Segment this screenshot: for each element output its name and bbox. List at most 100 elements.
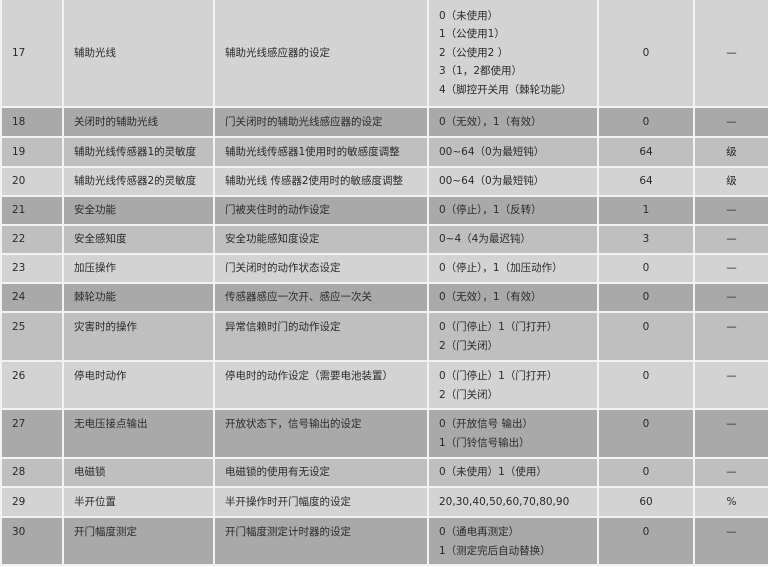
table-row: 23 加压操作 门关闭时的动作状态设定 0（停止），1（加压动作） 0— bbox=[0, 253, 768, 284]
range-option: 20,30,40,50,60,70,80,90 bbox=[439, 495, 570, 508]
parameter-description: 门关闭时的辅助光线感应器的设定 bbox=[213, 106, 429, 138]
row-number: 30 bbox=[0, 516, 64, 566]
range-option: 0（门停止）1（门打开） bbox=[439, 321, 558, 333]
parameter-name: 关闭时的辅助光线 bbox=[62, 106, 215, 138]
range-option: 00~64（0为最短钝） bbox=[439, 175, 545, 188]
range-option: 3（1，2都使用） bbox=[439, 65, 523, 78]
parameter-range: 0（门停止）1（门打开） 2（门关闭） bbox=[427, 311, 599, 362]
unit: — bbox=[693, 282, 768, 313]
table-row: 17 辅助光线 辅助光线感应器的设定 0（未使用） 1（公使用1） 2（公使用2 ） 3（1… bbox=[0, 0, 768, 108]
parameter-range: 20,30,40,50,60,70,80,90 bbox=[427, 486, 599, 518]
row-number: 22 bbox=[0, 224, 64, 255]
table-row: 29 半开位置 半开操作时开门幅度的设定 20,30,40,50,60,70,80,9… bbox=[0, 486, 768, 518]
parameter-description: 辅助光线传感器1使用时的敏感度调整 bbox=[213, 136, 429, 168]
parameter-name: 开门幅度测定 bbox=[62, 516, 215, 566]
parameter-range: 0（无效），1（有效） bbox=[427, 282, 599, 313]
unit: 级 bbox=[693, 166, 768, 197]
range-option: 0（门停止）1（门打开） bbox=[439, 370, 558, 382]
parameter-description: 开放状态下，信号输出的设定 bbox=[213, 408, 429, 459]
row-number: 24 bbox=[0, 282, 64, 313]
table-row: 20 辅助光线传感器2的灵敏度 辅助光线 传感器2使用时的敏感度调整 00~64（0为… bbox=[0, 166, 768, 197]
row-number: 23 bbox=[0, 253, 64, 284]
row-number: 18 bbox=[0, 106, 64, 138]
default-value: 1 bbox=[597, 195, 695, 226]
unit: — bbox=[693, 106, 768, 138]
parameter-range: 0（无效），1（有效） bbox=[427, 106, 599, 138]
parameter-description: 半开操作时开门幅度的设定 bbox=[213, 486, 429, 518]
parameter-range: 0（停止），1（反转） bbox=[427, 195, 599, 226]
row-number: 27 bbox=[0, 408, 64, 459]
range-option: 0（无效），1（有效） bbox=[439, 115, 542, 128]
row-number: 19 bbox=[0, 136, 64, 168]
parameter-description: 传感器感应一次开、感应一次关 bbox=[213, 282, 429, 313]
parameter-range: 0（未使用） 1（公使用1） 2（公使用2 ） 3（1，2都使用） 4（脚控开关用（棘轮… bbox=[427, 0, 599, 108]
parameter-description: 门关闭时的动作状态设定 bbox=[213, 253, 429, 284]
row-number: 21 bbox=[0, 195, 64, 226]
parameter-description: 安全功能感知度设定 bbox=[213, 224, 429, 255]
range-option: 00~64（0为最短钝） bbox=[439, 145, 545, 158]
unit: — bbox=[693, 224, 768, 255]
table-row: 28 电磁锁 电磁锁的使用有无设定 0（未使用）1（使用） 0— bbox=[0, 457, 768, 488]
parameter-name: 辅助光线传感器1的灵敏度 bbox=[62, 136, 215, 168]
range-option: 1（测定完后自动替换） bbox=[439, 544, 551, 557]
range-option: 0（停止），1（反转） bbox=[439, 204, 542, 217]
table-row: 26 停电时动作 停电时的动作设定（需要电池装置） 0（门停止）1（门打开） 2（门关闭… bbox=[0, 360, 768, 410]
range-option: 0~4（4为最迟钝） bbox=[439, 233, 531, 246]
range-option: 0（开放信号 输出） bbox=[439, 418, 534, 430]
parameter-description: 门被夹住时的动作设定 bbox=[213, 195, 429, 226]
range-option: 2（门关闭） bbox=[439, 339, 499, 352]
parameter-description: 电磁锁的使用有无设定 bbox=[213, 457, 429, 488]
parameter-name: 辅助光线 bbox=[62, 0, 215, 108]
parameter-name: 停电时动作 bbox=[62, 360, 215, 410]
unit: — bbox=[693, 311, 768, 362]
default-value: 0 bbox=[597, 516, 695, 566]
range-option: 4（脚控开关用（棘轮功能） bbox=[439, 83, 572, 96]
unit: % bbox=[693, 486, 768, 518]
range-option: 2（公使用2 ） bbox=[439, 46, 509, 59]
parameter-name: 棘轮功能 bbox=[62, 282, 215, 313]
unit: — bbox=[693, 360, 768, 410]
parameter-description: 开门幅度测定计时器的设定 bbox=[213, 516, 429, 566]
parameter-range: 00~64（0为最短钝） bbox=[427, 136, 599, 168]
range-option: 0（未使用） bbox=[439, 9, 499, 22]
default-value: 0 bbox=[597, 360, 695, 410]
parameter-range: 0（未使用）1（使用） bbox=[427, 457, 599, 488]
default-value: 64 bbox=[597, 136, 695, 168]
range-option: 1（公使用1） bbox=[439, 28, 505, 41]
default-value: 0 bbox=[597, 457, 695, 488]
table-row: 25 灾害时的操作 异常信赖时门的动作设定 0（门停止）1（门打开） 2（门关闭） 0— bbox=[0, 311, 768, 362]
row-number: 26 bbox=[0, 360, 64, 410]
table-row: 27 无电压接点输出 开放状态下，信号输出的设定 0（开放信号 输出） 1（门铃信号输出… bbox=[0, 408, 768, 459]
default-value: 0 bbox=[597, 0, 695, 108]
parameter-name: 加压操作 bbox=[62, 253, 215, 284]
row-number: 29 bbox=[0, 486, 64, 518]
range-option: 1（门铃信号输出） bbox=[439, 436, 530, 449]
parameter-description: 异常信赖时门的动作设定 bbox=[213, 311, 429, 362]
parameter-name: 安全功能 bbox=[62, 195, 215, 226]
parameter-range: 0（开放信号 输出） 1（门铃信号输出） bbox=[427, 408, 599, 459]
parameter-range: 0（通电再测定） 1（测定完后自动替换） bbox=[427, 516, 599, 566]
parameter-name: 灾害时的操作 bbox=[62, 311, 215, 362]
table-row: 30 开门幅度测定 开门幅度测定计时器的设定 0（通电再测定） 1（测定完后自动替换） 0… bbox=[0, 516, 768, 566]
default-value: 0 bbox=[597, 106, 695, 138]
range-option: 0（无效），1（有效） bbox=[439, 291, 542, 304]
unit: — bbox=[693, 457, 768, 488]
table-row: 19 辅助光线传感器1的灵敏度 辅助光线传感器1使用时的敏感度调整 00~64（0为最… bbox=[0, 136, 768, 168]
row-number: 28 bbox=[0, 457, 64, 488]
parameter-range: 0（停止），1（加压动作） bbox=[427, 253, 599, 284]
table-row: 22 安全感知度 安全功能感知度设定 0~4（4为最迟钝） 3— bbox=[0, 224, 768, 255]
default-value: 0 bbox=[597, 282, 695, 313]
default-value: 64 bbox=[597, 166, 695, 197]
table-row: 21 安全功能 门被夹住时的动作设定 0（停止），1（反转） 1— bbox=[0, 195, 768, 226]
unit: — bbox=[693, 408, 768, 459]
table-row: 24 棘轮功能 传感器感应一次开、感应一次关 0（无效），1（有效） 0— bbox=[0, 282, 768, 313]
parameter-name: 半开位置 bbox=[62, 486, 215, 518]
unit: — bbox=[693, 195, 768, 226]
parameter-description: 停电时的动作设定（需要电池装置） bbox=[213, 360, 429, 410]
parameter-range: 0~4（4为最迟钝） bbox=[427, 224, 599, 255]
default-value: 60 bbox=[597, 486, 695, 518]
unit: 级 bbox=[693, 136, 768, 168]
parameter-description: 辅助光线 传感器2使用时的敏感度调整 bbox=[213, 166, 429, 197]
parameter-name: 安全感知度 bbox=[62, 224, 215, 255]
